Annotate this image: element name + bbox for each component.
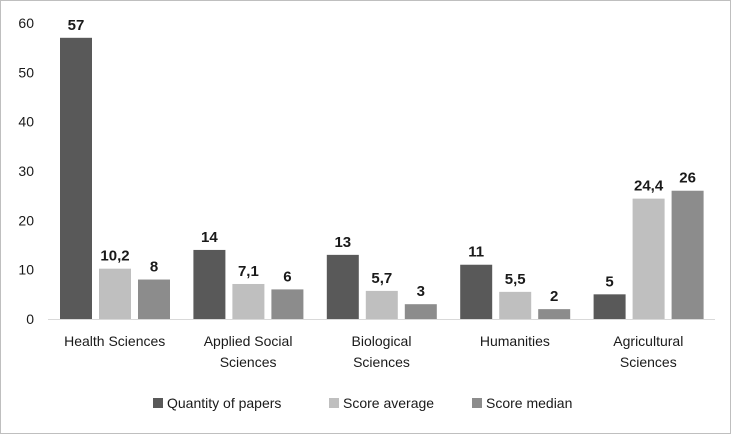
y-tick-label: 0 (26, 311, 34, 327)
x-category-label: Sciences (353, 354, 410, 370)
data-label: 2 (550, 288, 558, 305)
bar (671, 190, 704, 319)
y-tick-label: 60 (18, 15, 34, 31)
data-label: 14 (201, 229, 218, 246)
legend-swatch (153, 398, 163, 408)
x-category-label: Sciences (620, 354, 677, 370)
bar (404, 304, 437, 319)
bar (593, 294, 626, 319)
bar (232, 283, 265, 319)
bar (193, 249, 226, 319)
legend-label: Score median (486, 395, 572, 411)
x-category-label: Biological (352, 333, 412, 349)
bar (365, 290, 398, 319)
x-category-label: Agricultural (613, 333, 683, 349)
data-label: 8 (150, 259, 158, 276)
legend-swatch (472, 398, 482, 408)
bar (138, 279, 170, 319)
bar (60, 37, 92, 320)
data-label: 26 (679, 170, 696, 187)
data-label: 5,5 (505, 271, 526, 288)
x-category-label: Humanities (480, 333, 550, 349)
data-label: 13 (334, 234, 351, 251)
data-label: 5,7 (371, 270, 392, 287)
bar (271, 289, 304, 319)
x-category-label: Applied Social (204, 333, 293, 349)
data-label: 10,2 (100, 248, 129, 265)
y-tick-label: 50 (18, 64, 34, 80)
x-category-label: Sciences (220, 354, 277, 370)
data-label: 6 (283, 268, 291, 285)
data-label: 57 (68, 17, 85, 34)
legend-label: Quantity of papers (167, 395, 281, 411)
data-label: 24,4 (634, 178, 664, 195)
data-label: 11 (468, 244, 484, 261)
y-tick-label: 30 (18, 163, 34, 179)
bar (632, 198, 665, 319)
x-category-label: Health Sciences (64, 333, 165, 349)
data-label: 7,1 (238, 263, 259, 280)
data-label: 5 (605, 273, 613, 290)
y-tick-label: 40 (18, 114, 34, 130)
bar (499, 291, 532, 319)
y-tick-label: 20 (18, 212, 34, 228)
data-label: 3 (417, 283, 425, 300)
y-tick-label: 10 (18, 262, 34, 278)
bar (460, 264, 493, 319)
legend-swatch (329, 398, 339, 408)
legend-label: Score average (343, 395, 434, 411)
bar (99, 268, 131, 319)
bar (538, 309, 571, 319)
bar (326, 254, 359, 319)
